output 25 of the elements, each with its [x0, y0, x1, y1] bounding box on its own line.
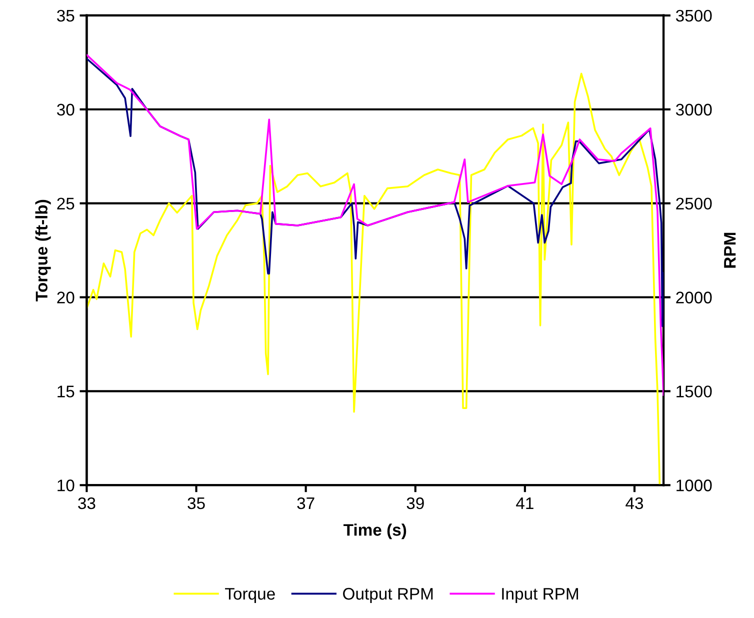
- x-tick-label: 43: [626, 497, 644, 510]
- y-tick-label: 20: [57, 292, 74, 304]
- y-tick-label: 30: [57, 104, 74, 116]
- x-axis-title: Time (s): [344, 524, 406, 540]
- legend-label: Input RPM: [502, 588, 578, 603]
- y2-tick-label: 1000: [676, 480, 712, 492]
- y2-tick-label: 2000: [676, 292, 712, 304]
- x-tick-label: 41: [516, 498, 534, 510]
- legend-label: Torque: [225, 588, 275, 603]
- y2-tick-label: 2500: [676, 198, 712, 210]
- y-axis-title: Torque (ft-lb): [35, 200, 51, 302]
- x-tick-label: 39: [406, 497, 424, 510]
- x-tick-label: 37: [297, 497, 314, 510]
- y-tick-label: 15: [58, 386, 74, 398]
- y2-axis-title: RPM: [724, 232, 736, 268]
- y2-tick-label: 1500: [676, 386, 712, 398]
- y2-tick-label: 3000: [676, 104, 712, 116]
- line-series: [86, 72, 661, 486]
- x-tick-label: 35: [188, 497, 205, 510]
- legend-label: Output RPM: [343, 588, 433, 603]
- x-tick-label: 33: [78, 497, 96, 510]
- y-tick-label: 25: [57, 198, 74, 210]
- y-tick-label: 10: [58, 480, 74, 492]
- y-tick-label: 35: [57, 10, 74, 22]
- y2-tick-label: 3500: [676, 10, 712, 22]
